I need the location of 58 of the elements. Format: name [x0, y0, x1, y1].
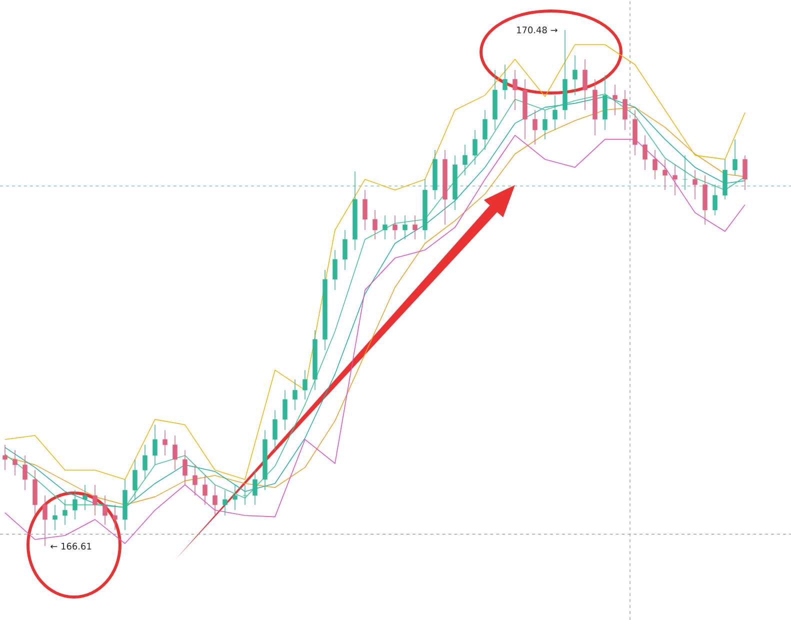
- candlestick: [502, 64, 508, 100]
- annotation: ← 166.61: [50, 542, 92, 550]
- candlestick: [672, 164, 678, 196]
- candlestick: [512, 70, 518, 110]
- candlestick: [52, 504, 58, 531]
- candlestick: [712, 184, 718, 216]
- candlestick: [192, 464, 198, 496]
- candlestick: [622, 90, 628, 130]
- candlestick: [362, 190, 368, 230]
- candlestick: [532, 110, 538, 146]
- candlestick: [542, 110, 548, 140]
- candlestick: [142, 444, 148, 480]
- candlestick: [472, 130, 478, 166]
- candlestick: [152, 424, 158, 466]
- candlestick: [612, 84, 618, 116]
- candlestick: [412, 215, 418, 240]
- candlestick: [12, 450, 18, 476]
- candlestick: [332, 250, 338, 290]
- candlestick: [212, 484, 218, 516]
- candlestick: [272, 410, 278, 450]
- candlestick: [182, 450, 188, 486]
- candlestick: [732, 138, 738, 176]
- candlestick: [552, 94, 558, 130]
- candlestick: [742, 154, 748, 190]
- candlestick: [92, 484, 98, 516]
- candlestick: [62, 499, 68, 526]
- candlestick: [72, 490, 78, 520]
- candlestick: [112, 504, 118, 531]
- candlestick: [692, 170, 698, 200]
- candlestick: [22, 455, 28, 490]
- candlestick: [482, 110, 488, 150]
- candlestick: [252, 470, 258, 506]
- candlestick: [462, 144, 468, 176]
- candlestick: [662, 158, 668, 190]
- candlestick: [102, 495, 108, 526]
- candlestick: [242, 484, 248, 506]
- candlestick: [42, 495, 48, 547]
- candlestick: [222, 490, 228, 516]
- candlestick: [652, 150, 658, 180]
- candlestick: [402, 215, 408, 240]
- candlestick: [82, 484, 88, 511]
- candlestick: [162, 430, 168, 456]
- candlestick: [572, 54, 578, 96]
- candlestick: [292, 379, 298, 410]
- candlestick: [642, 134, 648, 170]
- candlestick: [342, 230, 348, 270]
- candlestick: [392, 215, 398, 240]
- candlestick: [172, 435, 178, 470]
- candlestick: [382, 215, 388, 240]
- candlestick: [132, 459, 138, 500]
- candlestick: [282, 390, 288, 430]
- candlestick: [2, 444, 8, 470]
- candlestick: [372, 210, 378, 240]
- candlestick: [582, 58, 588, 110]
- candlestick: [302, 370, 308, 400]
- candlestick: [202, 475, 208, 506]
- candlestick: [232, 484, 238, 511]
- annotation: 170.48 →: [517, 26, 558, 34]
